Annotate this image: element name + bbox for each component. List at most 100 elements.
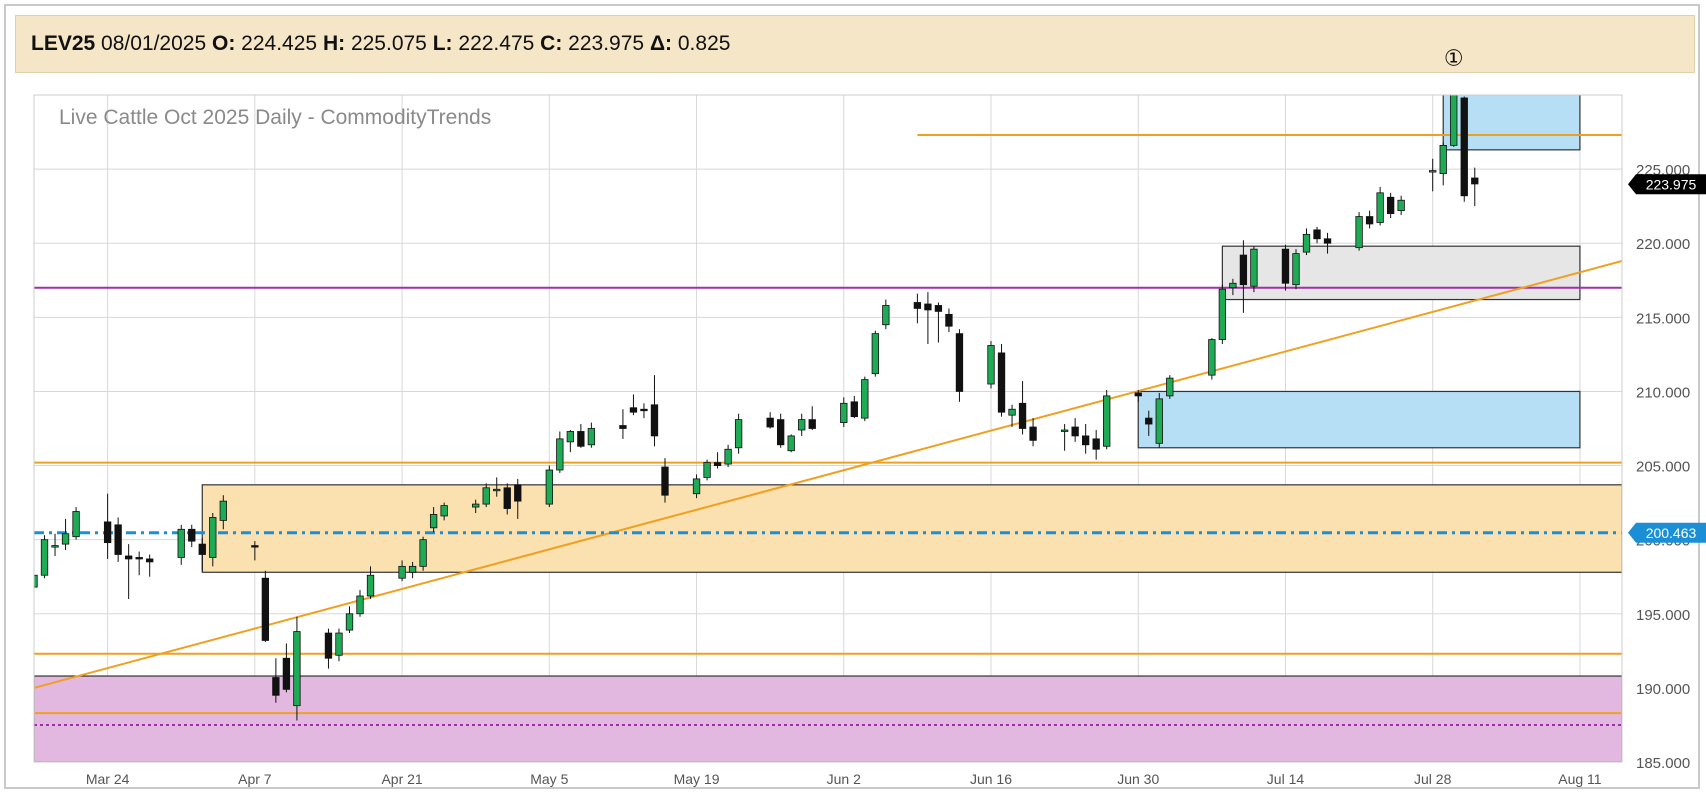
candle-body-down <box>188 528 196 542</box>
candle-body-up <box>472 503 480 508</box>
candle <box>1134 389 1142 402</box>
candle <box>1292 249 1300 290</box>
close-label: C: <box>540 32 563 55</box>
candle <box>419 536 427 571</box>
candle <box>871 330 879 377</box>
candle <box>482 483 490 508</box>
candle <box>282 643 291 693</box>
plot-border <box>33 94 1623 763</box>
candle <box>1166 375 1174 399</box>
y-tick-label: 185.000 <box>1636 755 1690 772</box>
ohlc-header: LEV25 08/01/2025 O: 224.425 H: 225.075 L… <box>15 15 1695 73</box>
price-zone <box>1137 390 1581 449</box>
candle <box>987 341 995 389</box>
x-tick-label: Apr 21 <box>381 771 422 787</box>
candle <box>1302 228 1311 256</box>
candle-body-down <box>713 462 722 466</box>
candle-body-down <box>777 419 785 446</box>
candle-body-up <box>1250 248 1258 287</box>
candle-body-up <box>734 419 743 449</box>
open-label: O: <box>212 32 236 55</box>
last-price-marker-label: 223.975 <box>1646 176 1697 192</box>
candle <box>1365 210 1374 229</box>
x-tick-label: May 19 <box>674 771 720 787</box>
candle <box>272 658 280 703</box>
candle <box>629 394 638 416</box>
candle-body-down <box>1145 417 1153 425</box>
candle <box>429 507 438 533</box>
candle-body-up <box>1155 398 1163 444</box>
candle-body-down <box>514 484 522 502</box>
candle <box>146 554 154 577</box>
candle <box>587 422 596 448</box>
candle <box>713 452 722 469</box>
candle <box>1092 429 1100 460</box>
candle <box>703 459 711 481</box>
candle <box>1155 392 1163 448</box>
candle <box>955 329 964 402</box>
candle <box>619 409 627 439</box>
candle <box>1008 404 1016 428</box>
candle-body-down <box>924 303 932 311</box>
candle-body-up <box>1218 288 1227 340</box>
annotation-marker: ① <box>1444 46 1464 71</box>
candle-body-up <box>345 613 354 631</box>
candle <box>934 302 943 343</box>
candle-body-down <box>272 677 280 696</box>
candle <box>177 524 185 565</box>
candle <box>1208 338 1216 380</box>
candle-body-up <box>787 435 795 452</box>
plot-area <box>34 95 1622 762</box>
candle-body-down <box>1281 248 1290 284</box>
candle <box>882 299 890 330</box>
candle <box>356 590 364 617</box>
candle-body-down <box>103 521 112 544</box>
candle-body-up <box>1355 216 1363 249</box>
y-tick-label: 190.000 <box>1636 681 1690 698</box>
candle <box>251 541 259 561</box>
candle <box>1239 240 1248 313</box>
candle-body-up <box>408 565 417 573</box>
candle-body-up <box>692 478 701 495</box>
candle <box>335 628 343 662</box>
candle-body-down <box>808 419 816 429</box>
candle-body-down <box>934 305 943 312</box>
candle <box>209 512 217 567</box>
candle-body-up <box>882 305 890 326</box>
candle-body-down <box>913 302 922 309</box>
candle <box>103 493 112 559</box>
candle-body-up <box>72 511 80 538</box>
candle-body-down <box>1365 216 1374 225</box>
candle <box>408 561 417 579</box>
candle <box>1071 418 1079 442</box>
candle-body-down <box>1460 97 1468 197</box>
candle-body-down <box>324 632 333 659</box>
candle <box>40 535 49 579</box>
close-value: 223.975 <box>568 32 645 55</box>
candle <box>556 431 564 473</box>
last-price-marker: 223.975 <box>1628 174 1706 195</box>
candle <box>1029 418 1037 447</box>
candle <box>366 566 375 599</box>
open-value: 224.425 <box>241 32 318 55</box>
candle <box>840 397 848 428</box>
candle-body-up <box>429 514 438 529</box>
candle <box>1439 142 1447 186</box>
candle-body-up <box>798 419 806 431</box>
candle <box>440 502 448 521</box>
candle <box>924 292 932 345</box>
candle-body-down <box>650 404 659 437</box>
y-tick-label: 210.000 <box>1636 384 1690 401</box>
candle <box>640 403 648 419</box>
candle-body-down <box>282 657 291 690</box>
candle-body-down <box>577 431 585 447</box>
candle <box>1376 186 1384 226</box>
candle <box>1081 424 1090 454</box>
candle-body-up <box>1429 170 1437 173</box>
candle-body-up <box>545 469 553 505</box>
candle-body-down <box>619 425 627 429</box>
candle-body-up <box>1208 339 1216 376</box>
candle-body-down <box>1323 238 1332 244</box>
candle-body-down <box>629 407 638 413</box>
